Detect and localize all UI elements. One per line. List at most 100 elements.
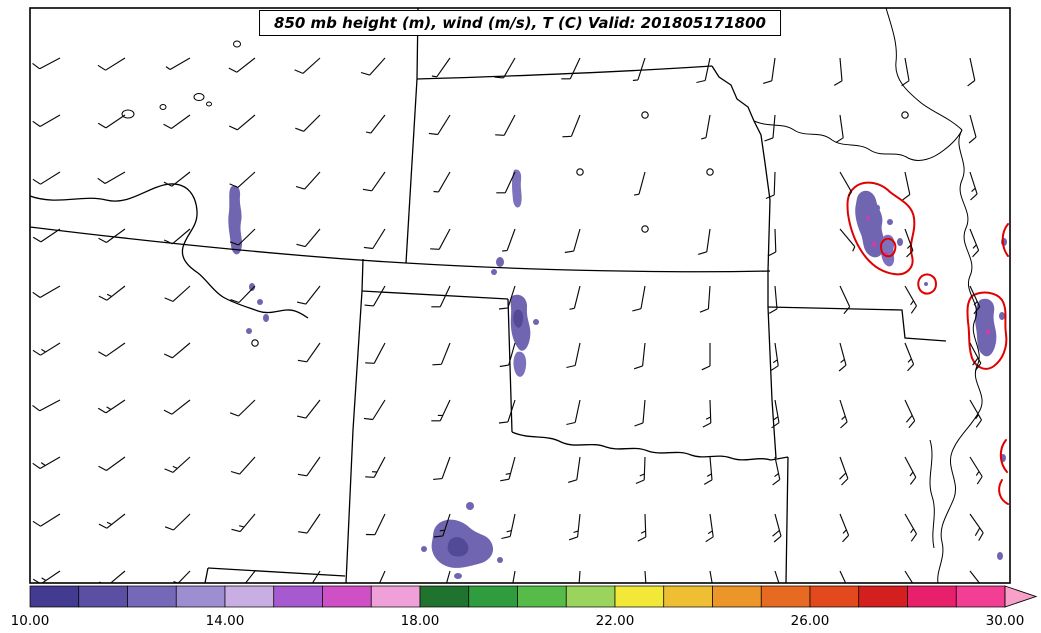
state-border xyxy=(767,306,777,459)
state-border xyxy=(785,456,789,583)
shaded-region xyxy=(880,234,895,267)
state-border xyxy=(361,290,509,300)
colorbar-cell xyxy=(468,585,518,608)
wind-barb xyxy=(32,342,61,356)
wind-barb xyxy=(164,513,191,531)
colorbar: 10.00 14.00 18.00 22.00 26.00 30.00 xyxy=(11,585,1038,629)
wind-barb xyxy=(495,114,516,136)
wind-barb xyxy=(838,342,847,372)
colorbar-cell xyxy=(322,585,372,608)
colorbar-tick-label: 22.00 xyxy=(596,613,635,629)
wind-barb xyxy=(901,57,910,87)
shaded-speck xyxy=(249,283,255,291)
shaded-region xyxy=(512,169,522,208)
wind-barb xyxy=(703,456,713,485)
wind-barb xyxy=(634,399,646,427)
colorbar-cell xyxy=(614,585,665,608)
colorbar-cell xyxy=(712,585,762,608)
wind-barb xyxy=(839,228,856,252)
wind-barb xyxy=(696,57,711,84)
wind-barb xyxy=(494,57,516,79)
lake xyxy=(206,101,212,107)
wind-barb xyxy=(163,171,191,187)
wind-barb xyxy=(296,228,321,248)
wind-barb xyxy=(296,399,321,419)
red-contour xyxy=(917,273,938,295)
colorbar-cell xyxy=(29,585,80,608)
wind-barb xyxy=(298,513,321,534)
wind-barb xyxy=(768,285,778,314)
wind-barb xyxy=(98,342,126,357)
wind-barb xyxy=(767,228,777,257)
wind-barb xyxy=(231,513,256,533)
wind-barb xyxy=(431,57,451,78)
shaded-region xyxy=(513,309,524,328)
wind-barb xyxy=(230,285,256,304)
wind-barb xyxy=(502,228,516,252)
wind-barb xyxy=(163,114,191,130)
wind-barb xyxy=(295,171,321,190)
colorbar-cell xyxy=(370,585,421,608)
wind-barb xyxy=(163,342,191,359)
wind-barb xyxy=(839,171,852,197)
state-border xyxy=(30,226,771,273)
shaded-speck xyxy=(497,557,503,563)
wind-barb xyxy=(430,228,451,250)
wind-barb xyxy=(163,399,191,415)
wind-barb xyxy=(362,171,386,192)
state-border xyxy=(711,65,771,307)
wind-barb xyxy=(969,513,984,541)
red-contour xyxy=(999,439,1008,473)
wind-barb xyxy=(568,513,581,541)
wind-barb xyxy=(32,228,61,243)
wind-barb xyxy=(433,456,451,480)
wind-barb xyxy=(98,456,126,472)
state-border xyxy=(204,567,209,583)
wind-barb xyxy=(701,114,711,140)
wind-barb xyxy=(431,285,451,308)
wind-barb xyxy=(229,399,256,417)
wind-barb xyxy=(566,399,581,426)
wind-barb xyxy=(499,342,516,368)
state-border xyxy=(345,290,363,583)
wind-barb xyxy=(229,171,256,188)
wind-barb xyxy=(833,57,843,86)
wind-barb xyxy=(967,57,976,87)
state-border xyxy=(416,65,713,80)
wind-barb xyxy=(633,342,646,370)
map-layers xyxy=(30,8,1009,583)
wind-barb xyxy=(32,399,61,412)
wind-barb xyxy=(295,114,321,132)
colorbar-arrow xyxy=(1004,585,1038,608)
wind-barb xyxy=(500,456,516,482)
shaded-speck xyxy=(454,573,462,579)
shaded-region xyxy=(228,185,242,255)
wind-barb xyxy=(32,513,61,527)
colorbar-cell xyxy=(565,585,616,608)
colorbar-cell xyxy=(809,585,860,608)
wind-barb xyxy=(363,399,386,421)
wind-barb xyxy=(496,171,516,194)
wind-barb xyxy=(498,285,516,310)
calm-wind-circle xyxy=(901,111,909,119)
shaded-region xyxy=(447,537,469,557)
shaded-speck xyxy=(257,299,263,305)
river xyxy=(929,439,935,549)
colorbar-cell xyxy=(175,585,226,608)
wind-barb xyxy=(229,228,256,246)
colorbar-cell xyxy=(907,585,957,608)
wind-barb xyxy=(297,456,321,477)
wind-barb xyxy=(635,456,646,485)
calm-wind-circle xyxy=(706,168,714,176)
wind-barb xyxy=(633,171,646,196)
shaded-speck xyxy=(263,314,269,322)
river xyxy=(753,120,963,161)
wind-barb xyxy=(969,228,980,258)
shaded-speck xyxy=(872,241,876,247)
shaded-speck xyxy=(986,329,990,335)
wind-barb xyxy=(97,114,126,129)
wind-barb xyxy=(566,342,581,369)
state-border xyxy=(767,306,947,342)
